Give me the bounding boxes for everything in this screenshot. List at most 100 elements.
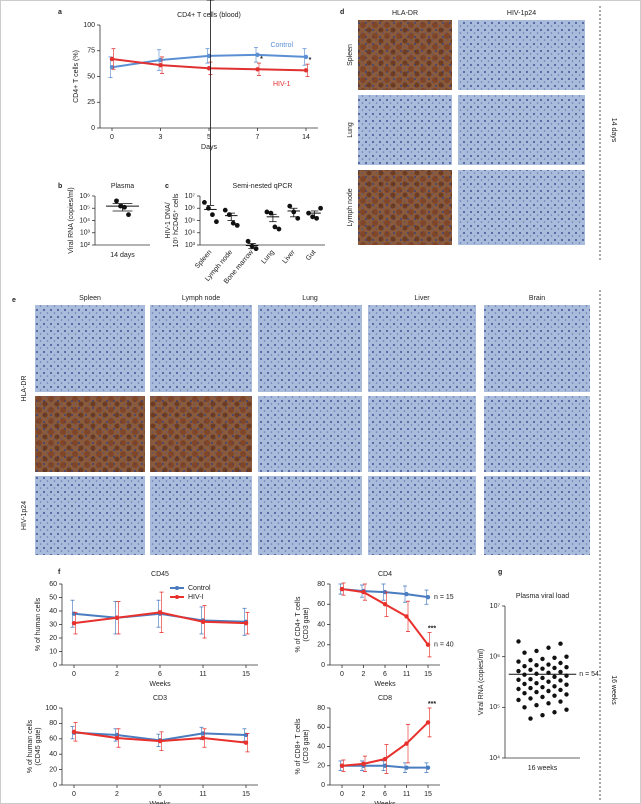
annotation: * — [260, 56, 263, 63]
y-tick-label: 60 — [49, 581, 57, 588]
micrograph-texture — [258, 305, 362, 392]
series-point — [404, 614, 409, 619]
panel-label: a — [58, 9, 62, 16]
data-point — [114, 198, 119, 204]
x-tick-label: 7 — [256, 134, 260, 141]
data-point — [516, 639, 521, 644]
x-tick-label: 15 — [242, 671, 250, 678]
data-point — [528, 696, 533, 701]
y-tick-label: 10³ — [80, 230, 91, 237]
y-tick-label: 30 — [49, 621, 57, 628]
timepoint-label: 14 days — [610, 118, 617, 143]
data-point — [558, 660, 563, 666]
micrograph-texture — [35, 305, 145, 392]
series-point — [425, 594, 431, 600]
y-tick-label: 0 — [321, 782, 325, 789]
micrograph-texture — [458, 170, 585, 245]
data-point — [558, 669, 563, 675]
legend-label: HIV-1 — [273, 81, 291, 88]
data-point — [534, 680, 539, 686]
series-point — [303, 68, 309, 73]
y-tick-label: 40 — [49, 608, 57, 615]
chart-title: CD4+ T cells (blood) — [177, 12, 241, 19]
y-tick-label: 50 — [87, 73, 95, 80]
data-point — [528, 667, 533, 673]
y-tick-label: 10⁷ — [490, 603, 501, 610]
y-tick-label: 60 — [317, 724, 325, 731]
annotation: *** — [428, 701, 436, 708]
x-tick-label: 15 — [424, 791, 432, 798]
x-tick-label: 15 — [424, 671, 432, 678]
x-tick-label: 2 — [115, 671, 119, 678]
series-point — [404, 591, 409, 597]
data-point — [540, 684, 545, 690]
data-point — [528, 676, 533, 682]
x-tick-label: 0 — [340, 671, 344, 678]
column-header: HLA-DR — [392, 10, 418, 17]
y-tick-label: 0 — [53, 662, 57, 669]
data-point — [564, 682, 569, 687]
x-tick-label: 5 — [207, 134, 211, 141]
data-point — [540, 656, 545, 662]
x-tick-label: 0 — [72, 791, 76, 798]
chart-title: CD45 — [151, 571, 169, 578]
data-point — [234, 222, 240, 228]
x-tick-label: 0 — [340, 791, 344, 798]
series-point — [404, 765, 409, 770]
micrograph-texture — [368, 305, 476, 392]
y-axis-label: % of human cells — [35, 597, 42, 651]
series-point — [109, 56, 115, 62]
micrograph-texture — [150, 305, 252, 392]
data-point — [516, 677, 521, 682]
y-tick-label: 20 — [49, 635, 57, 642]
series-point — [255, 67, 260, 72]
data-point — [522, 705, 527, 710]
y-tick-label: 100 — [45, 705, 57, 712]
chart-title: CD3 — [153, 695, 167, 702]
y-tick-label: 60 — [49, 736, 57, 743]
series-point — [382, 602, 388, 607]
data-point — [558, 687, 563, 693]
series-point — [200, 735, 206, 741]
micrograph-texture — [35, 476, 145, 555]
column-header: Liver — [414, 295, 430, 302]
micrograph-texture — [484, 305, 590, 392]
micrograph-texture — [368, 476, 476, 555]
x-tick-label: 6 — [158, 791, 162, 798]
series-point — [71, 620, 77, 626]
series-point — [255, 52, 260, 58]
y-axis-label: % of human cells — [27, 719, 34, 773]
series-point — [71, 729, 77, 735]
y-axis-label: (CD45 gate) — [35, 727, 42, 765]
series-point — [404, 741, 409, 746]
x-tick-label: 11 — [403, 671, 410, 678]
y-tick-label: 10⁴ — [184, 230, 195, 237]
data-point — [210, 212, 215, 218]
y-tick-label: 10⁶ — [489, 654, 500, 661]
data-point — [546, 679, 551, 684]
y-axis-label: CD4+ T cells (%) — [73, 50, 80, 103]
micrograph-stain — [358, 170, 452, 245]
series-point — [243, 620, 249, 626]
y-tick-label: 20 — [317, 763, 325, 770]
annotation: n = 54 — [579, 671, 599, 678]
x-tick-label: 14 — [302, 134, 310, 141]
series-point — [425, 720, 431, 725]
x-tick-label: 14 days — [110, 252, 135, 259]
y-tick-label: 10⁵ — [489, 704, 500, 711]
data-point — [516, 659, 521, 664]
y-tick-label: 10⁵ — [79, 205, 90, 212]
series-point — [361, 761, 366, 767]
y-tick-label: 40 — [49, 751, 57, 758]
data-point — [264, 209, 270, 215]
column-header: Spleen — [79, 295, 101, 302]
data-point — [534, 703, 539, 708]
y-tick-label: 10 — [49, 648, 57, 655]
y-axis-label: HIV-1 DNA/ — [165, 202, 172, 238]
chart-title: CD8 — [378, 695, 392, 702]
row-header: HLA-DR — [21, 375, 28, 401]
panel-label: b — [58, 183, 62, 190]
data-point — [272, 224, 278, 230]
annotation: * — [309, 57, 312, 64]
data-point — [534, 662, 539, 668]
